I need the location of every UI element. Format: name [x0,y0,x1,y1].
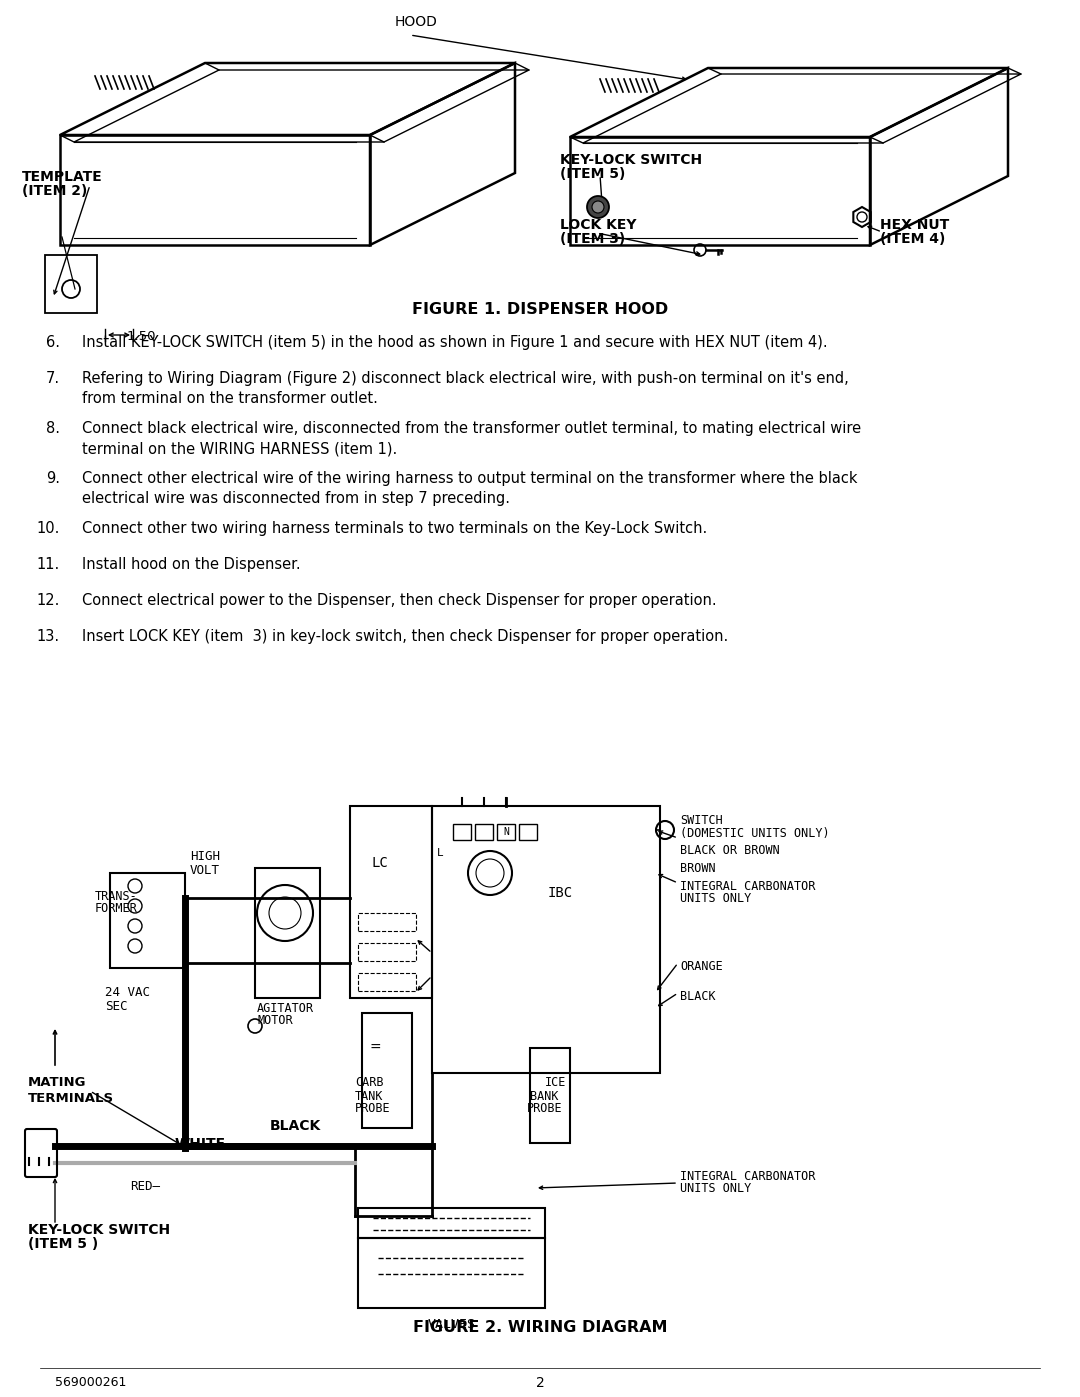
Bar [110,873,185,968]
Text: L: L [436,848,444,858]
Text: PROBE: PROBE [355,1102,391,1115]
Bar [357,1208,545,1238]
Circle shape [592,201,604,212]
Text: 569000261: 569000261 [55,1376,126,1390]
Text: Connect electrical power to the Dispenser, then check Dispenser for proper opera: Connect electrical power to the Dispense… [82,592,717,608]
Text: UNITS ONLY: UNITS ONLY [680,1182,752,1196]
Text: N: N [503,827,509,837]
Text: 1.50: 1.50 [127,331,157,344]
Bar [432,806,660,1073]
Text: VOLT: VOLT [190,863,220,876]
Text: TEMPLATE: TEMPLATE [22,170,103,184]
Bar [453,824,471,840]
Text: CARB: CARB [355,1077,383,1090]
Text: FIGURE 2. WIRING DIAGRAM: FIGURE 2. WIRING DIAGRAM [413,1320,667,1336]
Text: TRANS-: TRANS- [95,890,138,902]
Text: MOTOR: MOTOR [257,1013,293,1027]
Bar [357,1238,545,1308]
Text: (ITEM 4): (ITEM 4) [880,232,945,246]
Text: 10.: 10. [37,521,60,536]
Bar [362,1013,411,1127]
Text: Insert LOCK KEY (item  3) in key-lock switch, then check Dispenser for proper op: Insert LOCK KEY (item 3) in key-lock swi… [82,629,728,644]
Text: Connect other electrical wire of the wiring harness to output terminal on the tr: Connect other electrical wire of the wir… [82,471,858,506]
Text: Connect black electrical wire, disconnected from the transformer outlet terminal: Connect black electrical wire, disconnec… [82,420,861,457]
Text: Install hood on the Dispenser.: Install hood on the Dispenser. [82,557,300,571]
Text: PROBE: PROBE [527,1102,563,1115]
Text: BROWN: BROWN [680,862,716,875]
Text: WHITE: WHITE [175,1137,226,1151]
Bar [519,824,537,840]
Text: IBC: IBC [548,886,572,900]
Text: RED—: RED— [130,1179,160,1193]
Text: BLACK OR BROWN: BLACK OR BROWN [680,844,780,856]
Bar [357,972,416,990]
Text: 8.: 8. [46,420,60,436]
Text: (ITEM 5): (ITEM 5) [561,168,625,182]
Text: KEY-LOCK SWITCH: KEY-LOCK SWITCH [28,1222,171,1236]
Text: LC: LC [372,856,389,870]
Text: TANK: TANK [355,1090,383,1102]
Text: LOCK KEY: LOCK KEY [561,218,636,232]
Text: (DOMESTIC UNITS ONLY): (DOMESTIC UNITS ONLY) [680,827,829,841]
Text: 24 VAC: 24 VAC [105,986,150,999]
Text: 6.: 6. [46,335,60,351]
Circle shape [588,196,609,218]
Text: BANK: BANK [530,1090,558,1102]
Text: SWITCH: SWITCH [680,814,723,827]
Text: (ITEM 2): (ITEM 2) [22,184,87,198]
Text: HOOD: HOOD [395,15,437,29]
Text: BLACK: BLACK [680,989,716,1003]
Text: KEY-LOCK SWITCH: KEY-LOCK SWITCH [561,154,702,168]
Text: TERMINALS: TERMINALS [28,1091,114,1105]
Text: Install KEY-LOCK SWITCH (item 5) in the hood as shown in Figure 1 and secure wit: Install KEY-LOCK SWITCH (item 5) in the … [82,335,827,351]
Text: FIGURE 1. DISPENSER HOOD: FIGURE 1. DISPENSER HOOD [411,303,669,317]
Text: HEX NUT: HEX NUT [880,218,949,232]
Text: INTEGRAL CARBONATOR: INTEGRAL CARBONATOR [680,1169,815,1182]
Text: ORANGE: ORANGE [680,960,723,972]
Text: AGITATOR: AGITATOR [257,1002,314,1014]
Bar [357,943,416,961]
Text: =: = [369,1041,381,1055]
Text: (ITEM 5 ): (ITEM 5 ) [28,1236,98,1250]
Text: MATING: MATING [28,1077,86,1090]
Text: Refering to Wiring Diagram (Figure 2) disconnect black electrical wire, with pus: Refering to Wiring Diagram (Figure 2) di… [82,372,849,407]
Bar [497,824,515,840]
Bar [530,1048,570,1143]
Text: FORMER: FORMER [95,902,138,915]
Text: VALVES: VALVES [428,1317,475,1330]
Bar [357,914,416,930]
Text: SEC: SEC [105,999,127,1013]
Text: 9.: 9. [46,471,60,486]
Text: Connect other two wiring harness terminals to two terminals on the Key-Lock Swit: Connect other two wiring harness termina… [82,521,707,536]
Text: 13.: 13. [37,629,60,644]
Bar [475,824,492,840]
Text: (ITEM 3): (ITEM 3) [561,232,625,246]
Text: HIGH: HIGH [190,849,220,862]
Text: 12.: 12. [37,592,60,608]
Bar [45,256,97,313]
Bar [255,868,320,997]
Text: 2: 2 [536,1376,544,1390]
Text: INTEGRAL CARBONATOR: INTEGRAL CARBONATOR [680,880,815,893]
Text: 7.: 7. [45,372,60,386]
Bar [350,806,432,997]
Text: 11.: 11. [37,557,60,571]
Text: UNITS ONLY: UNITS ONLY [680,893,752,905]
Text: ICE: ICE [545,1077,566,1090]
Text: BLACK: BLACK [269,1119,321,1133]
